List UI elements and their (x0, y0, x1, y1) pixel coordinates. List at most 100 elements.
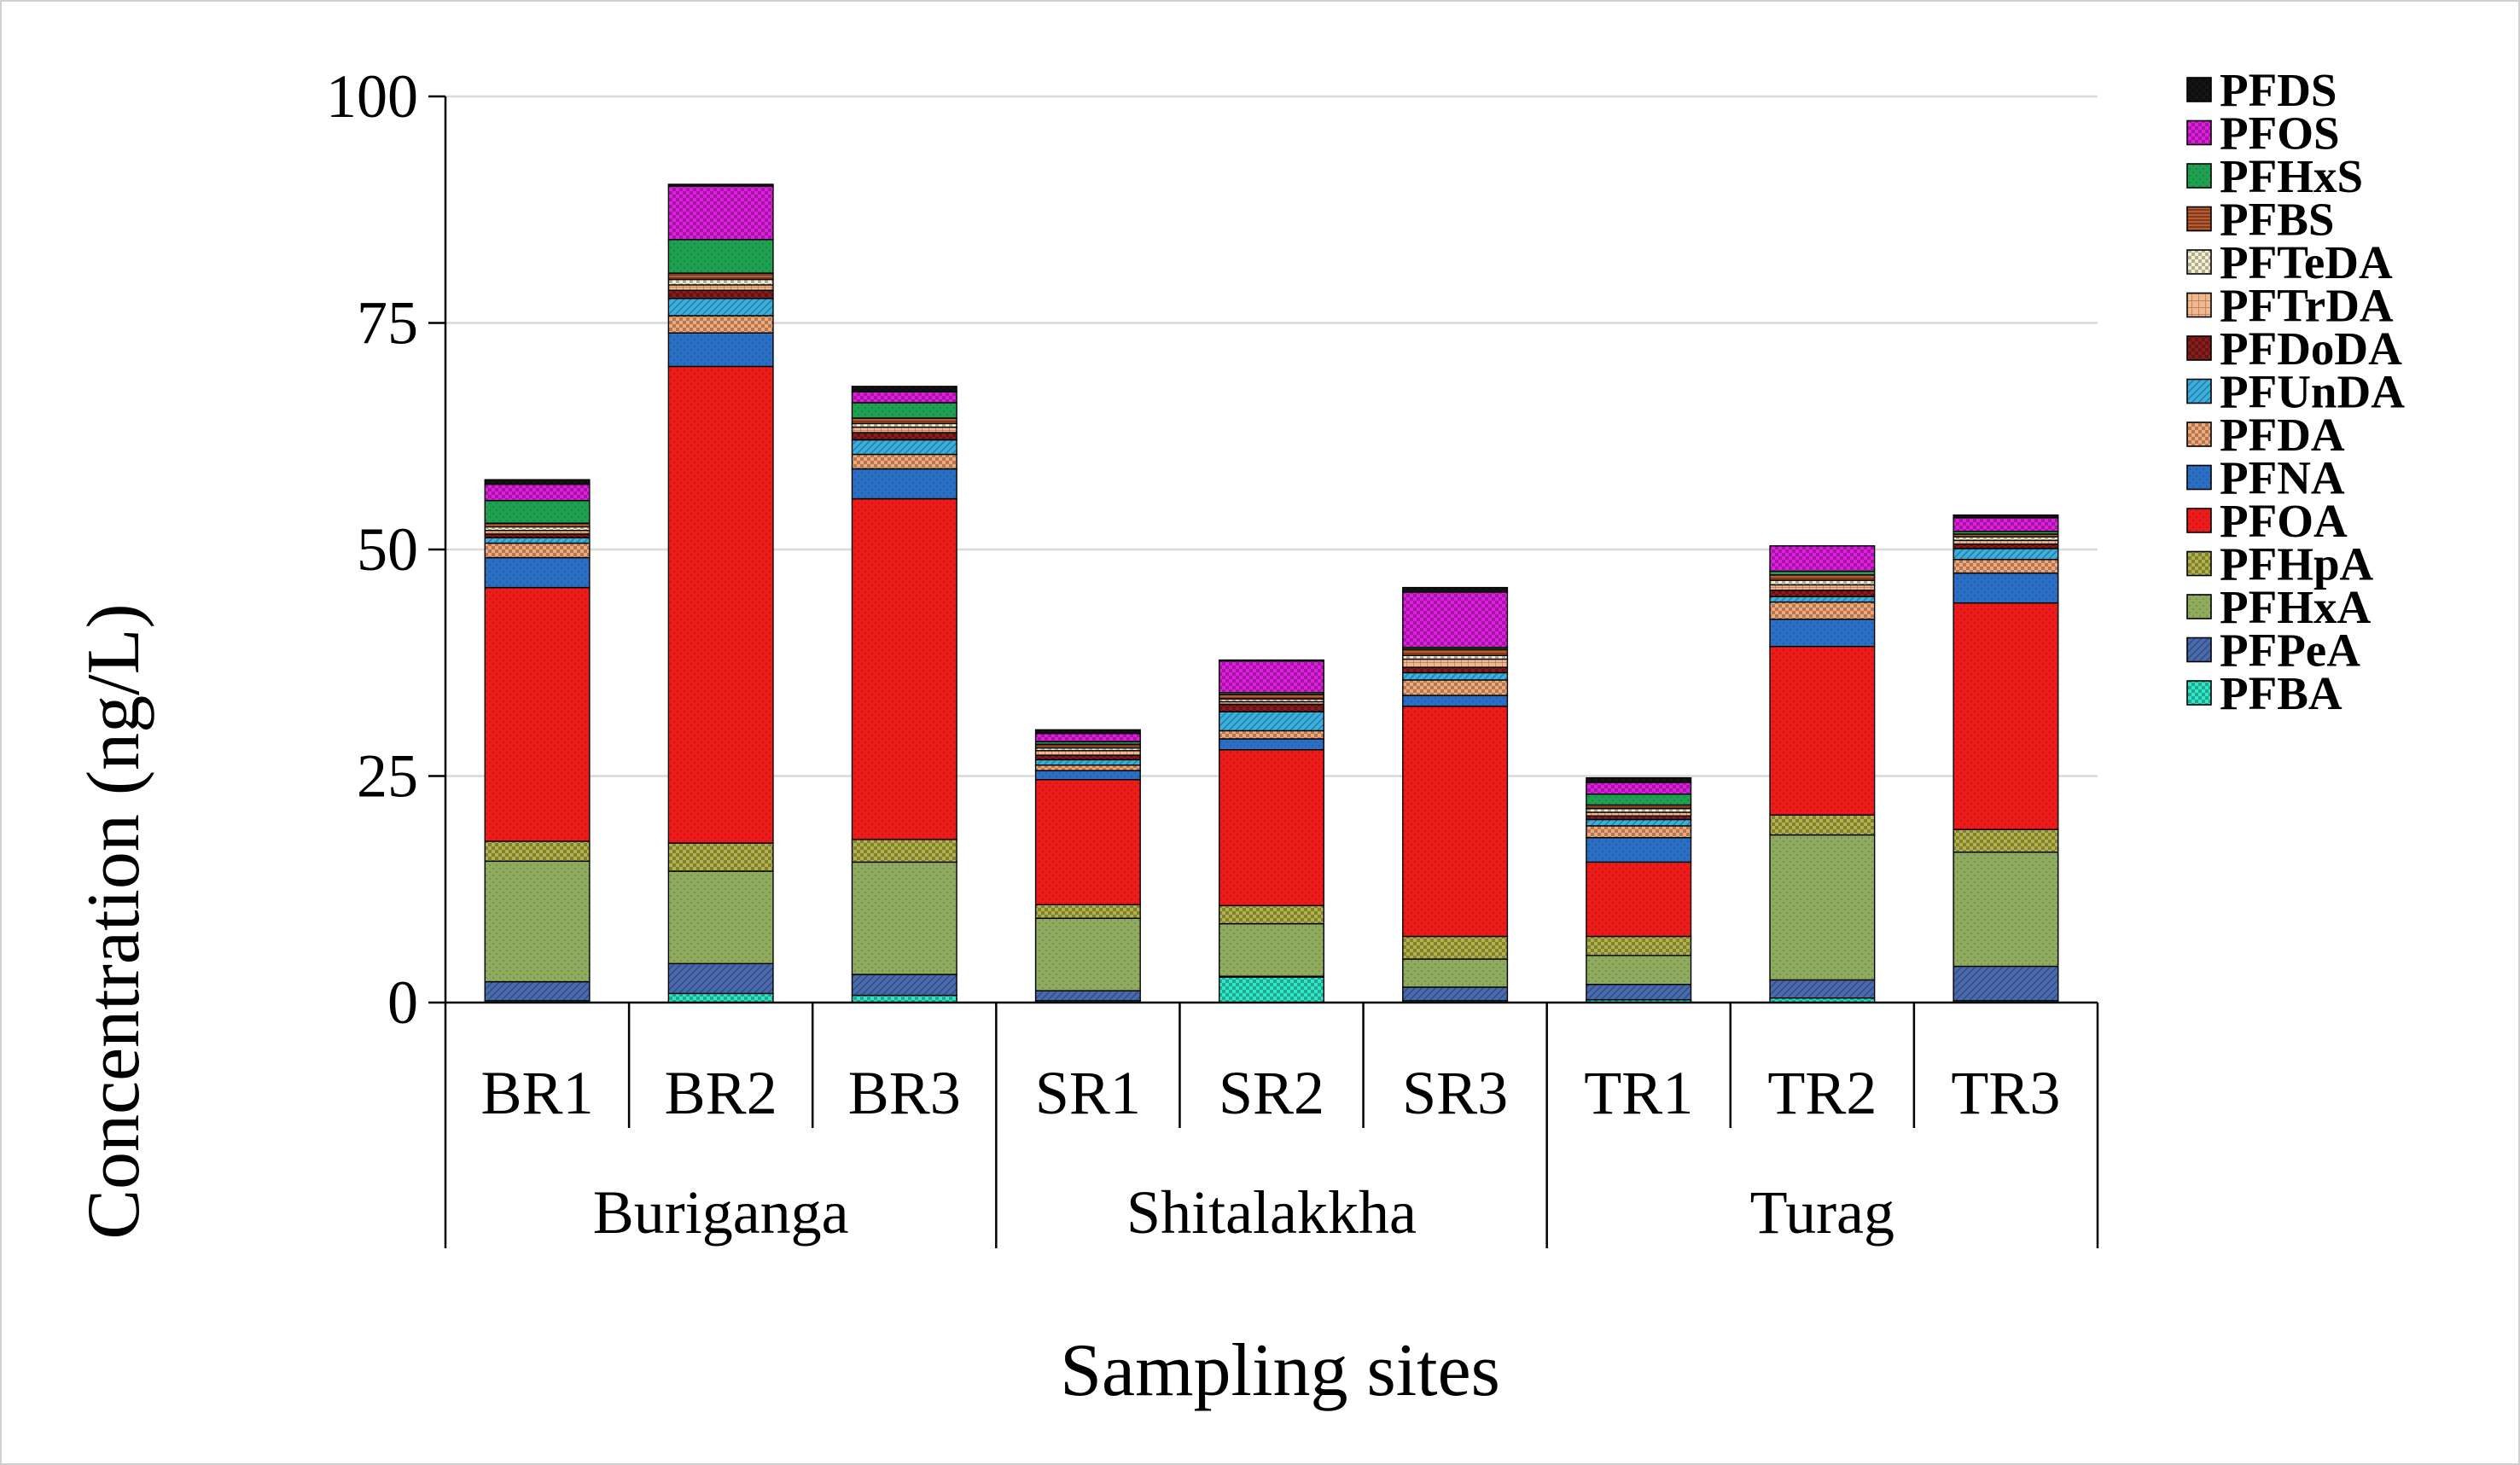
bar-segment-sr3-pfhxa (1402, 958, 1509, 988)
bar-segment-br1-pfna (484, 556, 591, 589)
y-tick-label: 50 (357, 515, 418, 584)
x-axis-label: Sampling sites (1060, 1329, 1500, 1412)
legend-item-pfhxa: PFHxA (2186, 581, 2371, 633)
bar-segment-br2-pfhpa (667, 842, 774, 872)
bar-stack-br2 (667, 183, 774, 1003)
bar-segment-br3-pftrda (851, 426, 957, 433)
bar-segment-br2-pftrda (667, 284, 774, 291)
y-tick-label: 75 (357, 289, 418, 358)
bar-segment-br3-pfna (851, 468, 957, 500)
bar-stack-sr2 (1218, 659, 1325, 1003)
legend-swatch (2186, 119, 2212, 146)
legend-label: PFBA (2220, 667, 2342, 719)
legend-swatch (2186, 206, 2212, 232)
bar-segment-br3-pfda (851, 453, 957, 470)
bar-segment-sr3-pfbs (1402, 648, 1509, 656)
bar-segment-br3-pfhpa (851, 839, 957, 863)
legend-label: PFPeA (2220, 625, 2360, 677)
x-tick-label-br1: BR1 (481, 1059, 594, 1127)
bar-segment-sr3-pfos (1402, 591, 1509, 648)
legend-item-pfds: PFDS (2186, 64, 2337, 116)
bar-segment-sr1-pfdoda (1034, 754, 1141, 761)
bar-segment-tr3-pfna (1953, 572, 2059, 604)
bar-segment-tr1-pfos (1586, 782, 1692, 795)
bar-segment-br1-pfhxs (484, 499, 591, 524)
bar-segment-tr1-pfhxs (1586, 794, 1692, 806)
bar-segment-sr1-pfhxa (1034, 917, 1141, 991)
bar-segment-br2-pfda (667, 315, 774, 334)
bar-segment-sr3-pfpea (1402, 986, 1509, 1002)
bar-segment-br3-pfoa (851, 497, 957, 840)
bar-segment-sr2-pfbs (1218, 694, 1325, 700)
legend-swatch (2186, 508, 2212, 533)
bar-segment-br1-pfds (484, 479, 591, 485)
legend-item-pfoa: PFOA (2186, 495, 2348, 547)
bar-stack-br1 (484, 479, 591, 1003)
bar-segment-tr1-pfna (1586, 837, 1692, 863)
y-tick-label: 25 (357, 742, 418, 811)
legend-label: PFOS (2220, 108, 2340, 160)
bar-segment-br3-pfdoda (851, 432, 957, 441)
legend-label: PFTeDA (2220, 236, 2393, 288)
legend-item-pfdoda: PFDoDA (2186, 323, 2402, 375)
bar-segment-br1-pfhxa (484, 860, 591, 983)
axes: 0 25 50 75 100 BR1 BR2 BR3 SR1 SR2 SR3 TR1 TR2 TR3 Bur… (326, 62, 2099, 1248)
bar-stack-tr3 (1953, 514, 2059, 1003)
bar-segment-sr2-pfhpa (1218, 904, 1325, 925)
bar-segment-sr1-pfpea (1034, 990, 1141, 1002)
bar-segment-br1-pfoa (484, 586, 591, 842)
bar-segment-sr2-pfoa (1218, 749, 1325, 907)
bar-segment-sr1-pfna (1034, 770, 1141, 781)
bar-segment-tr3-pfdoda (1953, 543, 2059, 549)
bar-segment-sr2-pfunda (1218, 711, 1325, 732)
bar-stack-sr1 (1034, 729, 1141, 1003)
bar-segment-br1-pfpea (484, 980, 591, 1002)
bar-segment-tr2-pfdoda (1769, 590, 1876, 597)
bar-segment-tr1-pfunda (1586, 818, 1692, 827)
bar-segment-br1-pfda (484, 542, 591, 559)
bar-segment-br3-pfhxa (851, 861, 957, 975)
bar-segment-br2-pfhxs (667, 239, 774, 274)
bar-segment-tr2-pfna (1769, 619, 1876, 648)
bar-segment-br2-pfba (667, 992, 774, 1003)
legend: PFDSPFOSPFHxSPFBSPFTeDAPFTrDAPFDoDAPFUnD… (2186, 64, 2405, 719)
bar-stack-br3 (851, 386, 957, 1003)
bar-segment-sr2-pfba (1218, 976, 1325, 1003)
bar-segment-sr3-pftrda (1402, 658, 1509, 668)
bar-segment-sr3-pfunda (1402, 671, 1509, 681)
legend-swatch (2186, 594, 2212, 619)
y-axis-label: Concentration (ng/L) (73, 603, 155, 1239)
legend-swatch (2186, 335, 2212, 361)
bar-segment-tr2-pfos (1769, 545, 1876, 573)
bar-segment-tr1-pfpea (1586, 984, 1692, 1001)
bar-segment-tr2-pfunda (1769, 596, 1876, 603)
bar-segment-tr3-pfds (1953, 514, 2059, 519)
bar-segment-sr3-pfna (1402, 695, 1509, 707)
legend-swatch (2186, 77, 2212, 102)
bar-segment-tr1-pfoa (1586, 861, 1692, 938)
legend-label: PFTrDA (2220, 280, 2394, 332)
bar-segment-br3-pfpea (851, 974, 957, 997)
bar-segment-br1-pfos (484, 483, 591, 502)
legend-item-pfbs: PFBS (2186, 194, 2334, 246)
x-tick-label-sr1: SR1 (1035, 1059, 1141, 1127)
legend-swatch (2186, 249, 2212, 275)
bar-segment-tr3-pfhpa (1953, 828, 2059, 853)
bars (484, 183, 2059, 1003)
legend-label: PFOA (2220, 495, 2348, 547)
legend-label: PFDS (2220, 64, 2337, 116)
legend-item-pftrda: PFTrDA (2186, 280, 2394, 332)
bar-segment-tr2-pfhpa (1769, 814, 1876, 836)
legend-item-pfteda: PFTeDA (2186, 236, 2393, 288)
bar-segment-br3-pfds (851, 386, 957, 392)
bar-segment-br2-pfbs (667, 272, 774, 281)
bar-segment-tr1-pfds (1586, 776, 1692, 783)
bar-stack-sr3 (1402, 586, 1509, 1003)
bar-segment-br3-pfos (851, 391, 957, 404)
legend-label: PFNA (2220, 452, 2345, 504)
bar-segment-tr3-pfpea (1953, 965, 2059, 1002)
x-tick-label-br2: BR2 (665, 1059, 777, 1127)
legend-label: PFDoDA (2220, 323, 2402, 375)
bar-segment-br1-pfunda (484, 537, 591, 544)
